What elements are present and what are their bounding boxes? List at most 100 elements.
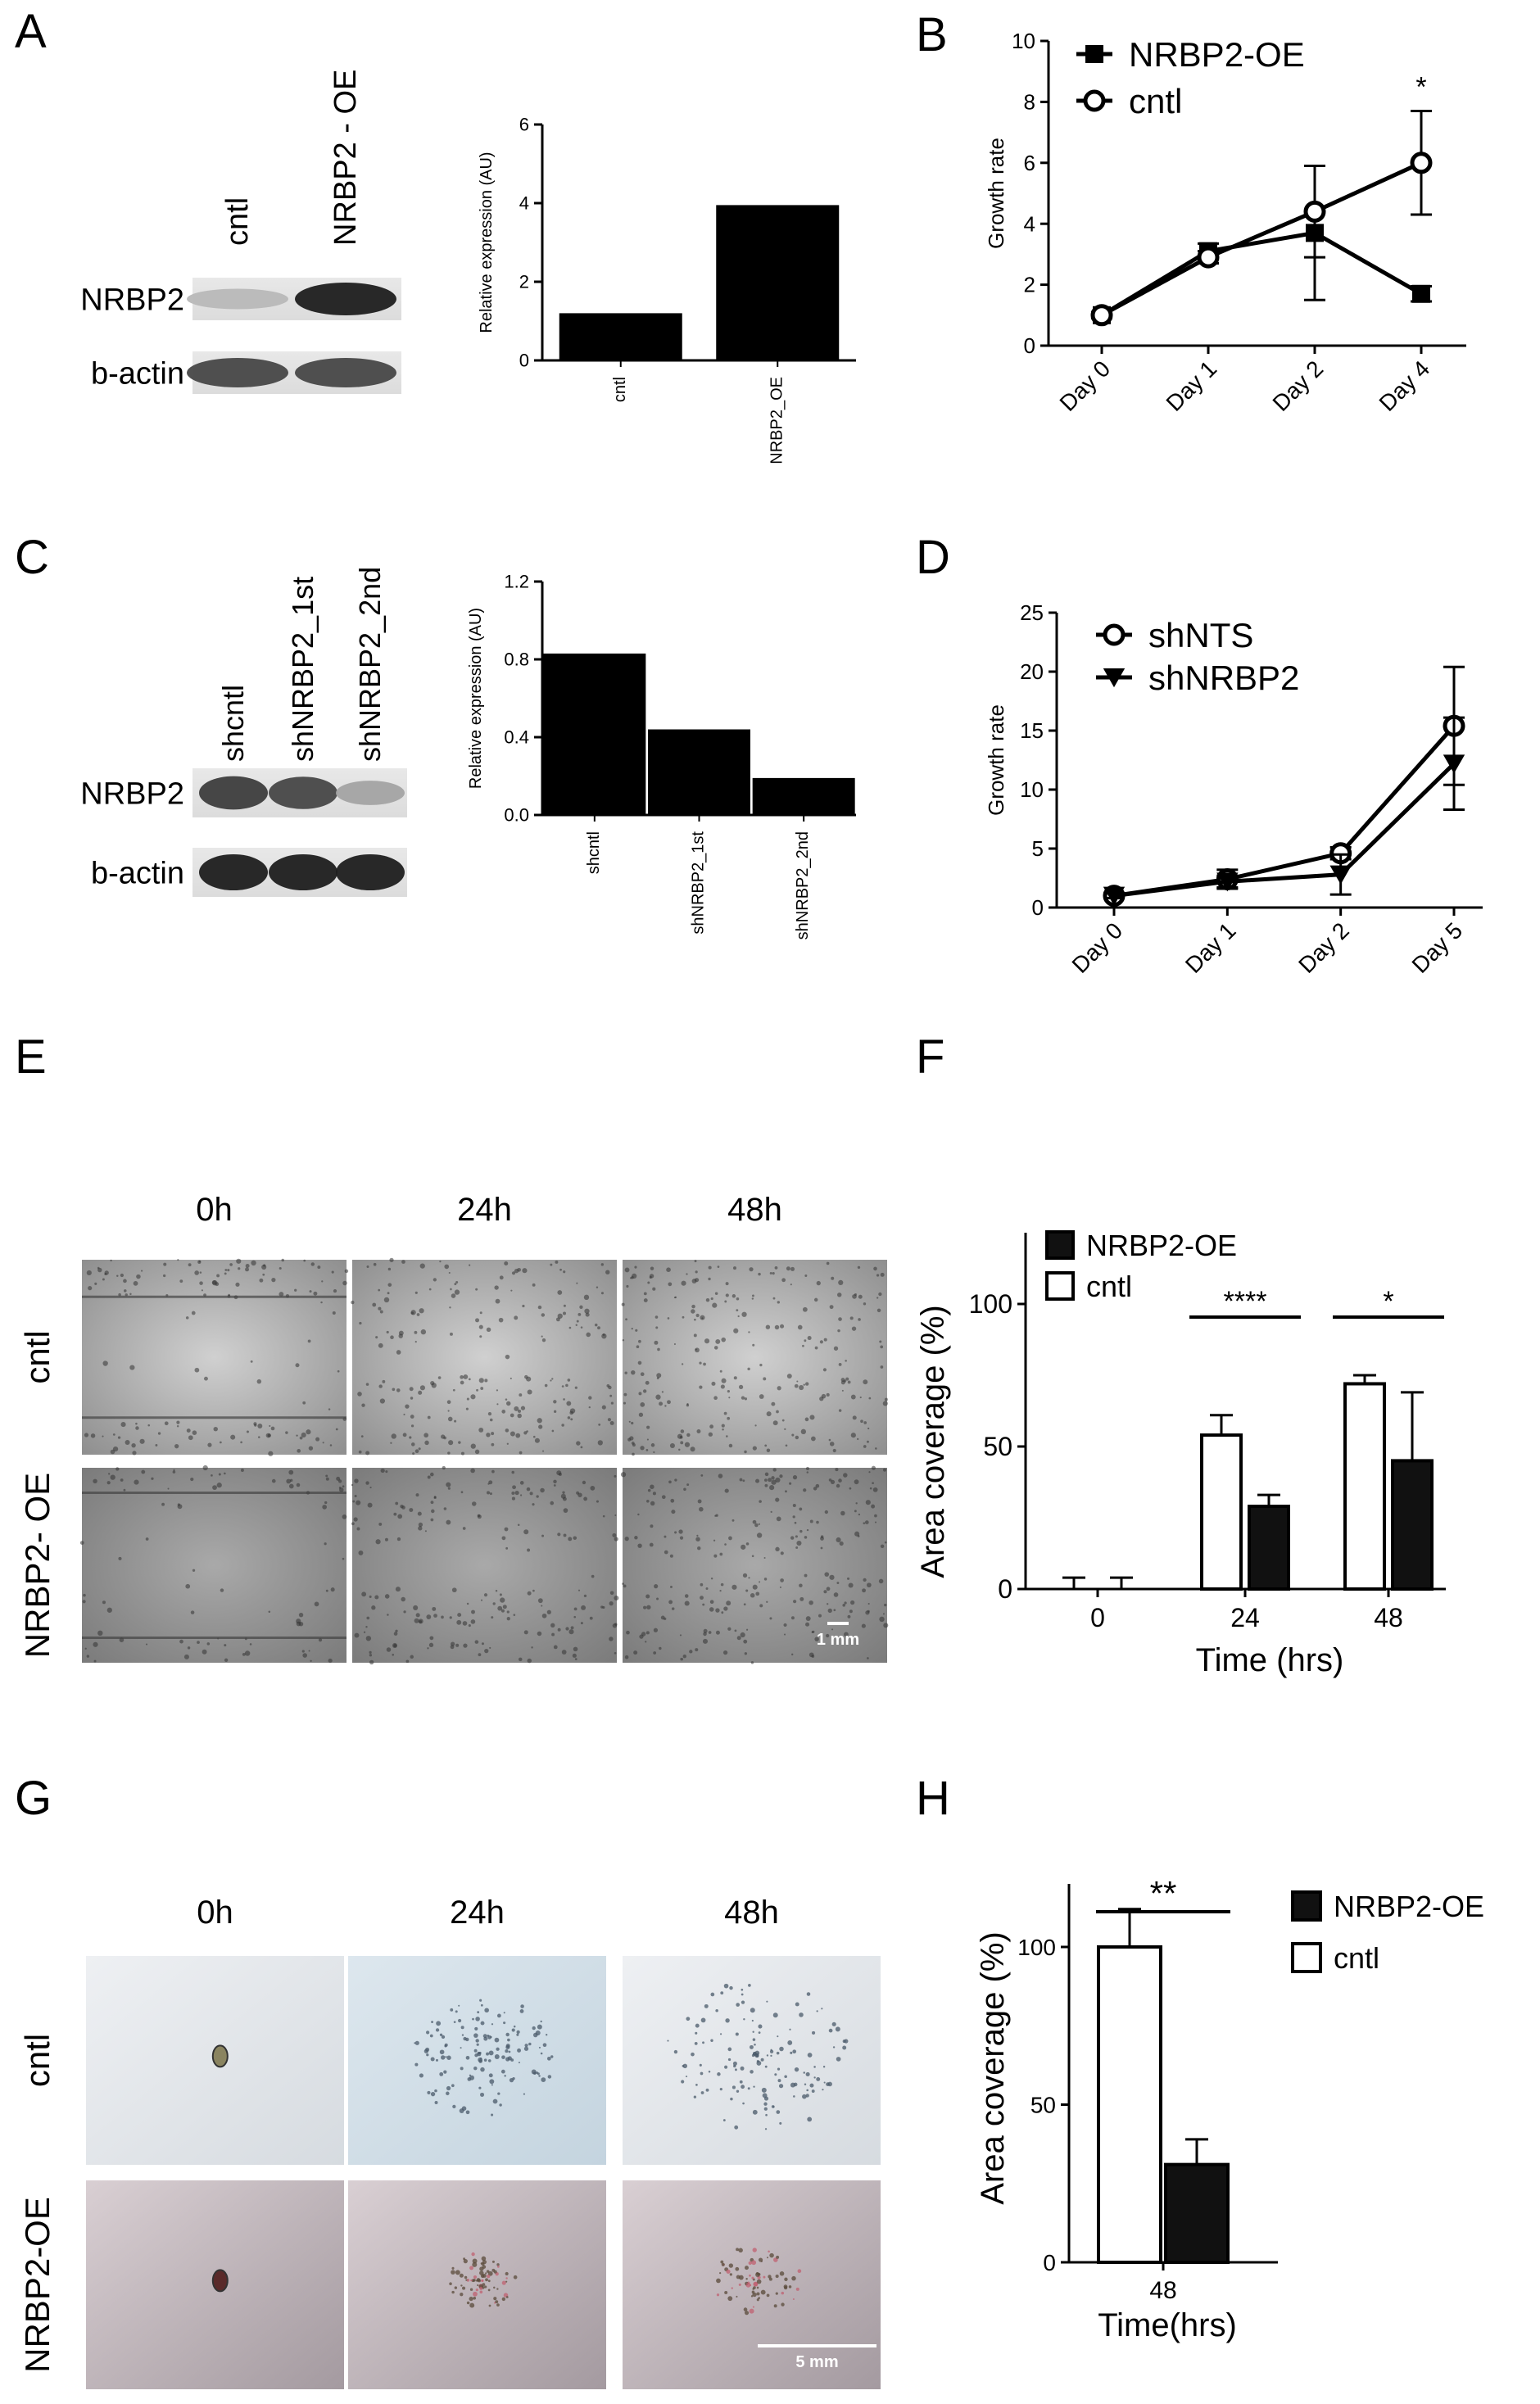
cell-dot [474,2026,478,2031]
bar [1391,1459,1434,1591]
cell-dot [375,1336,378,1339]
cell-dot [781,1419,785,1422]
cell-dot [245,1267,249,1272]
cell-dot [562,1311,567,1315]
cell-dot [612,1623,618,1628]
cell-dot [491,1432,495,1436]
cell-dot [766,1600,768,1603]
cell-dot [476,2278,481,2282]
cell-dot [328,1658,333,1664]
cell-dot [679,1634,682,1637]
cell-dot [262,1273,265,1276]
cell-dot [645,1380,650,1385]
cell-dot [600,1263,604,1266]
cell-dot [746,1628,749,1631]
cell-dot [313,1291,318,1296]
cell-dot [288,1483,294,1489]
cell-dot [872,1487,878,1492]
cell-dot [470,1468,475,1474]
cell-dot [224,1658,229,1663]
cell-dot [520,1494,523,1496]
cell-dot [504,2075,506,2077]
cell-dot [804,1339,807,1342]
cell-dot [469,2302,475,2308]
y-tick-label: 0.0 [504,805,529,826]
cell-dot [734,1629,737,1632]
cell-dot [848,1582,854,1588]
cell-dot [310,1262,315,1266]
cell-dot [799,1529,803,1533]
cell-dot [726,1435,728,1437]
cell-dot [727,2058,732,2062]
row-label: cntl [18,1330,57,1383]
cell-dot [695,1537,700,1542]
cell-dot [803,2071,805,2074]
cell-dot [597,1440,603,1446]
cell-dot [451,1587,457,1593]
cell-dot [505,2280,508,2283]
cell-dot [702,1603,705,1606]
cell-dot [506,1401,511,1406]
cell-dot [390,1442,392,1444]
cell-dot [463,1374,469,1379]
data-point [1090,304,1113,327]
cell-dot [713,1346,718,1350]
bar [559,313,682,360]
blot-band [295,283,396,315]
cell-dot [457,1613,462,1618]
cell-dot [475,1318,480,1323]
cell-dot [519,2009,524,2013]
cell-dot [477,2011,480,2014]
cell-dot [532,1283,536,1287]
cell-dot [330,1587,335,1592]
cell-dot [559,1268,562,1271]
cell-dot [513,1614,516,1616]
cell-dot [708,1432,713,1437]
cell-dot [157,1432,161,1435]
cell-dot [828,1438,831,1442]
cell-dot [446,1400,451,1405]
cell-dot [661,1495,666,1500]
cell-dot [845,1377,849,1381]
cell-dot [556,1470,562,1476]
cell-dot [750,2008,755,2013]
cell-dot [751,2019,754,2022]
cell-dot [763,2102,768,2106]
cell-dot [637,1513,640,1516]
cell-dot [460,2293,464,2297]
cell-dot [820,1537,824,1541]
cell-dot [544,1383,548,1388]
cell-dot [704,1338,710,1344]
cell-dot [484,2285,487,2289]
cell-dot [874,1514,877,1518]
cell-dot [514,1268,519,1274]
cell-dot [829,1442,835,1446]
cell-dot [342,1280,347,1286]
cell-dot [418,1522,424,1528]
cell-dot [764,2065,768,2068]
cell-dot [763,2107,768,2111]
cell-dot [768,2250,770,2253]
cell-dot [736,1309,739,1312]
cell-dot [758,1523,760,1525]
cell-dot [732,2061,737,2066]
cell-dot [439,2049,445,2055]
cell-dot [851,1326,857,1331]
cell-dot [472,2017,474,2021]
cell-dot [358,1550,364,1555]
cell-dot [637,1543,642,1548]
cell-dot [849,1316,854,1320]
band-label: b-actin [91,856,184,890]
cell-dot [498,1317,504,1323]
bar [752,777,855,815]
cell-dot [734,2125,739,2130]
cell-dot [838,1409,842,1412]
panel-letter-e: E [15,1030,47,1084]
cell-dot [831,1628,834,1631]
cell-dot [784,2286,788,2290]
cell-dot [418,1390,423,1395]
cell-dot [772,1272,775,1275]
cell-dot [135,1422,138,1425]
cell-dot [416,1313,420,1316]
cell-dot [82,1600,86,1604]
